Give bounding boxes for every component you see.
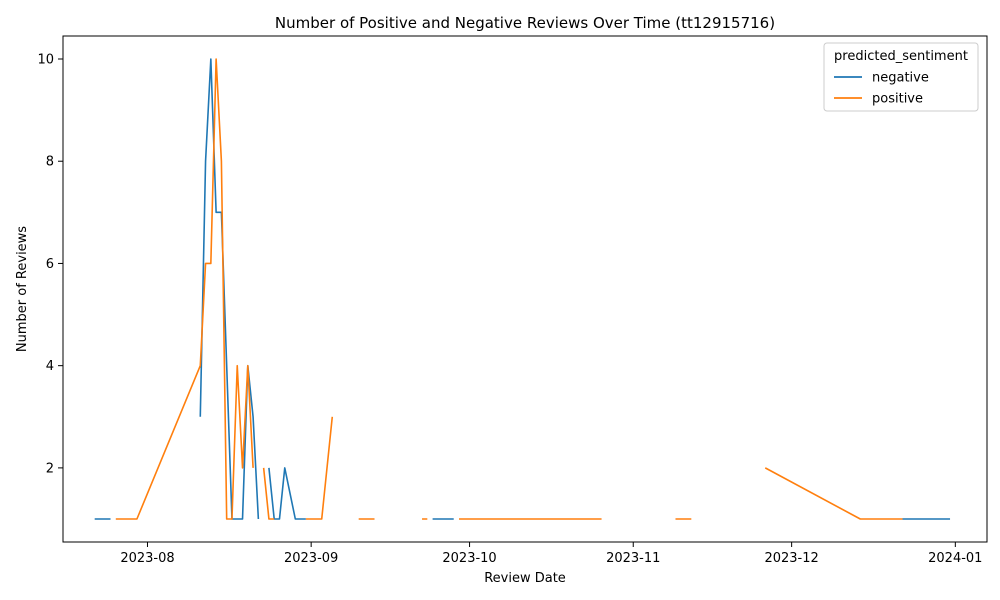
legend-label-positive: positive [872,92,923,107]
x-tick-label: 2023-11 [606,551,660,566]
x-tick-label: 2023-08 [120,551,174,566]
legend: predicted_sentiment negative positive [823,42,979,112]
y-tick-label: 2 [46,461,54,476]
x-tick-label: 2024-01 [928,551,982,566]
y-axis-label: Number of Reviews [15,226,30,352]
y-tick-label: 8 [46,155,54,170]
y-tick-label: 6 [46,257,54,272]
legend-title: predicted_sentiment [834,49,968,64]
legend-box [823,42,979,112]
x-axis: 2023-08 2023-09 2023-10 2023-11 2023-12 2024-… [120,542,982,566]
y-tick-label: 10 [37,53,54,68]
plot-frame [62,35,988,543]
legend-label-negative: negative [872,71,929,86]
series-line-negative [94,58,951,520]
plot-area-border [62,35,988,543]
y-tick-label: 4 [46,359,54,374]
x-tick-label: 2023-09 [284,551,338,566]
y-axis: 2 4 6 8 10 [37,53,63,476]
x-tick-label: 2023-10 [442,551,496,566]
chart-title: Number of Positive and Negative Reviews … [275,14,775,32]
x-axis-label: Review Date [484,571,566,586]
x-tick-label: 2023-12 [764,551,818,566]
series-lines [94,58,951,520]
series-line-positive [115,58,903,520]
